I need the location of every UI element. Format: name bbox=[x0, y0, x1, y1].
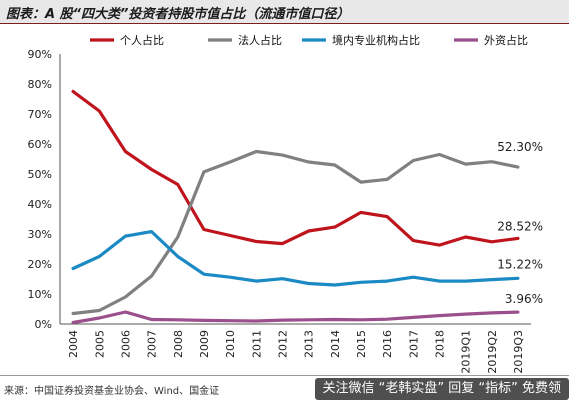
line-chart: 0%10%20%30%40%50%60%70%80%90% 2004 2005 20… bbox=[28, 33, 543, 374]
x-tick-label: 2017 bbox=[407, 330, 420, 358]
x-tick-label: 2004 bbox=[67, 330, 80, 358]
chart-legend: 个人占比 法人占比 境内专业机构占比 外资占比 bbox=[90, 33, 528, 47]
y-tick-labels: 0% 10% 20% 30% 40% 50% 60% 70% 80% 90% bbox=[28, 48, 52, 331]
x-tick-label: 2019Q2 bbox=[486, 330, 499, 374]
legend-label-foreign: 外资占比 bbox=[484, 33, 528, 47]
series-line-domestic_inst bbox=[71, 230, 520, 287]
series-lines bbox=[71, 89, 520, 325]
y-tick-label: 90% bbox=[28, 48, 52, 61]
x-tick-label: 2019Q1 bbox=[460, 330, 473, 374]
chart-axes bbox=[59, 54, 531, 325]
series-line-individual bbox=[71, 89, 520, 247]
x-tick-label: 2011 bbox=[250, 330, 263, 358]
x-tick-label: 2007 bbox=[146, 330, 159, 358]
watermark-banner: 关注微信 “老韩实盘” 回复 “指标” 免费领 bbox=[314, 378, 569, 400]
legend-label-corporate: 法人占比 bbox=[238, 33, 282, 47]
x-tick-label: 2005 bbox=[93, 330, 106, 358]
x-tick-label: 2014 bbox=[329, 330, 342, 358]
y-tick-label: 10% bbox=[28, 288, 52, 301]
x-tick-labels: 2004 2005 2006 2007 2008 2009 2010 2011 2012 2013… bbox=[67, 330, 525, 374]
y-tick-label: 60% bbox=[28, 138, 52, 151]
legend-label-domestic_inst: 境内专业机构占比 bbox=[332, 33, 420, 47]
page-title: 图表：A 股“四大类”投资者持股市值占比（流通市值口径） bbox=[6, 7, 350, 22]
y-tick-label: 40% bbox=[28, 198, 52, 211]
source-bar: 来源：中国证券投资基金业协会、Wind、国金证 关注微信 “老韩实盘” 回复 “… bbox=[0, 375, 569, 401]
end-label-corporate: 52.30% bbox=[497, 140, 543, 154]
series-line-corporate bbox=[71, 149, 520, 316]
x-tick-label: 2016 bbox=[381, 330, 394, 358]
y-tick-label: 50% bbox=[28, 168, 52, 181]
x-tick-label: 2012 bbox=[276, 330, 289, 358]
x-tick-label: 2006 bbox=[119, 330, 132, 358]
y-tick-label: 80% bbox=[28, 78, 52, 91]
x-tick-label: 2015 bbox=[355, 330, 368, 358]
y-tick-label: 0% bbox=[35, 318, 52, 331]
x-tick-label: 2018 bbox=[433, 330, 446, 358]
title-bar: 图表：A 股“四大类”投资者持股市值占比（流通市值口径） bbox=[0, 0, 569, 24]
end-label-individual: 28.52% bbox=[497, 219, 543, 233]
x-tick-label: 2019Q3 bbox=[512, 330, 525, 374]
y-tick-label: 20% bbox=[28, 258, 52, 271]
legend-label-individual: 个人占比 bbox=[120, 33, 164, 47]
x-tick-label: 2010 bbox=[224, 330, 237, 358]
y-tick-label: 30% bbox=[28, 228, 52, 241]
x-tick-label: 2013 bbox=[303, 330, 316, 358]
x-tick-label: 2008 bbox=[172, 330, 185, 358]
source-note: 来源：中国证券投资基金业协会、Wind、国金证 bbox=[4, 386, 220, 397]
series-end-labels: 28.52% 52.30% 15.22% 3.96% bbox=[497, 140, 543, 306]
end-label-domestic_inst: 15.22% bbox=[497, 257, 543, 271]
x-tick-label: 2009 bbox=[198, 330, 211, 358]
y-tick-label: 70% bbox=[28, 108, 52, 121]
end-label-foreign: 3.96% bbox=[505, 292, 543, 306]
series-line-foreign bbox=[71, 310, 520, 325]
